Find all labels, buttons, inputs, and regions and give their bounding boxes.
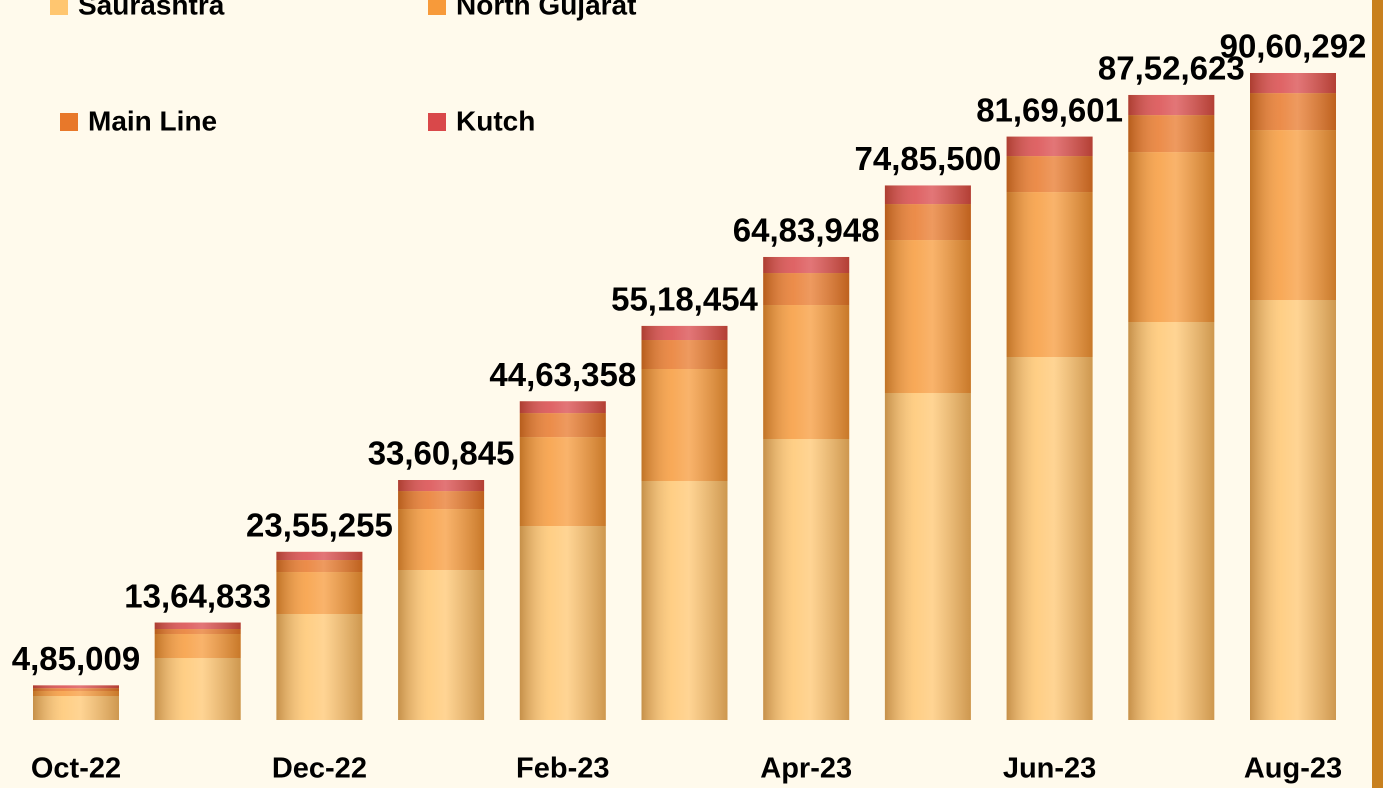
legend-swatch [428, 0, 446, 15]
frame-edge [1372, 0, 1383, 788]
total-label: 23,55,255 [246, 507, 393, 544]
x-tick-label: Feb-23 [516, 753, 609, 785]
x-tick-label: Oct-22 [31, 753, 121, 785]
bar-shade [1128, 94, 1215, 720]
x-tick-label: Apr-23 [760, 753, 852, 785]
bar-shade [1006, 136, 1093, 721]
x-tick-label: Aug-23 [1244, 753, 1342, 785]
legend-swatch [50, 0, 68, 15]
bar-shade [641, 325, 728, 720]
x-tick-label: Jun-23 [1003, 753, 1096, 785]
legend-label: Kutch [456, 105, 535, 136]
total-label: 81,69,601 [976, 91, 1123, 128]
total-label: 64,83,948 [733, 212, 880, 249]
legend-swatch [428, 113, 446, 131]
total-label: 55,18,454 [611, 281, 758, 318]
bar-shade [33, 685, 119, 720]
total-label: 33,60,845 [368, 435, 515, 472]
legend-label: North Gujarat [456, 0, 636, 20]
total-label: 90,60,292 [1220, 28, 1367, 65]
bar-shade [276, 551, 363, 720]
total-label: 13,64,833 [124, 577, 271, 614]
total-label: 87,52,623 [1098, 50, 1245, 87]
legend-label: Saurashtra [78, 0, 225, 20]
legend-label: Main Line [88, 105, 217, 136]
x-tick-label: Dec-22 [272, 753, 367, 785]
total-label: 44,63,358 [489, 356, 636, 393]
total-label: 74,85,500 [854, 140, 1001, 177]
bar-shade [1250, 73, 1336, 720]
legend-swatch [60, 113, 78, 131]
total-label: 4,85,009 [12, 640, 140, 677]
bar-shade [398, 480, 485, 720]
bar-shade [154, 622, 241, 720]
bar-shade [519, 401, 606, 720]
bar-shade [763, 256, 850, 720]
bar-shade [884, 185, 971, 721]
